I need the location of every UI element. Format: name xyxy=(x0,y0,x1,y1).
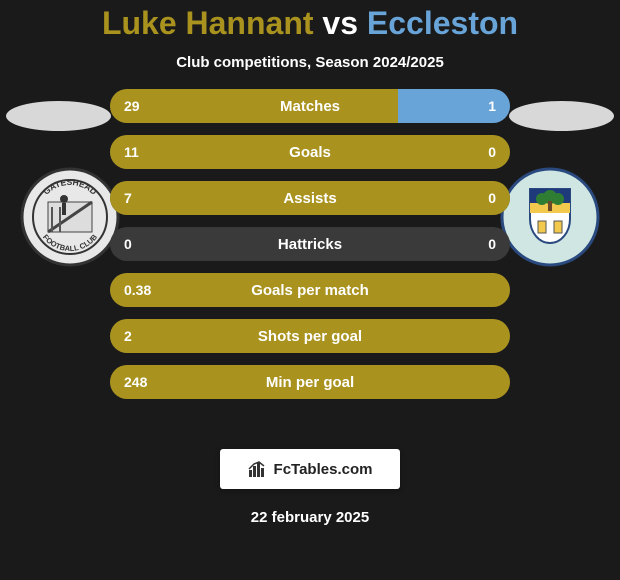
player2-ellipse xyxy=(509,101,614,131)
stat-label: Hattricks xyxy=(110,236,510,253)
infographic-root: Luke Hannant vs Eccleston Club competiti… xyxy=(0,0,620,580)
club-crest-left: GATESHEAD FOOTBALL CLUB xyxy=(20,167,120,267)
stat-row: Assists70 xyxy=(110,181,510,215)
stat-row: Hattricks0 0 xyxy=(110,227,510,261)
sutton-crest-icon xyxy=(500,167,600,267)
player1-name: Luke Hannant xyxy=(102,5,314,41)
vs-text: vs xyxy=(322,5,358,41)
stat-bar-left xyxy=(110,319,510,353)
stat-bar-left xyxy=(110,89,398,123)
player1-ellipse xyxy=(6,101,111,131)
stat-value-right: 0 xyxy=(488,236,496,252)
stat-bar-left xyxy=(110,365,510,399)
gateshead-crest-icon: GATESHEAD FOOTBALL CLUB xyxy=(20,167,120,267)
stat-bar-left xyxy=(110,181,510,215)
fctables-text: FcTables.com xyxy=(274,461,373,478)
stat-row: Goals per match0.38 xyxy=(110,273,510,307)
stat-bar-left xyxy=(110,135,510,169)
stat-value-left: 0 xyxy=(124,236,132,252)
stat-row: Shots per goal2 xyxy=(110,319,510,353)
page-title: Luke Hannant vs Eccleston xyxy=(0,5,620,42)
stat-row: Goals110 xyxy=(110,135,510,169)
player2-name: Eccleston xyxy=(367,5,518,41)
stats-list: Matches291 Goals110 Assists70 Hattricks0 0 Go… xyxy=(110,89,510,411)
date-text: 22 february 2025 xyxy=(0,509,620,526)
fctables-icon xyxy=(248,460,268,478)
stat-row: Min per goal248 xyxy=(110,365,510,399)
fctables-watermark: FcTables.com xyxy=(220,449,400,489)
club-crest-right xyxy=(500,167,600,267)
stat-bar-left xyxy=(110,273,510,307)
comparison-area: GATESHEAD FOOTBALL CLUB xyxy=(0,91,620,431)
subtitle: Club competitions, Season 2024/2025 xyxy=(0,54,620,71)
stat-row: Matches291 xyxy=(110,89,510,123)
stat-bar-right xyxy=(398,89,510,123)
